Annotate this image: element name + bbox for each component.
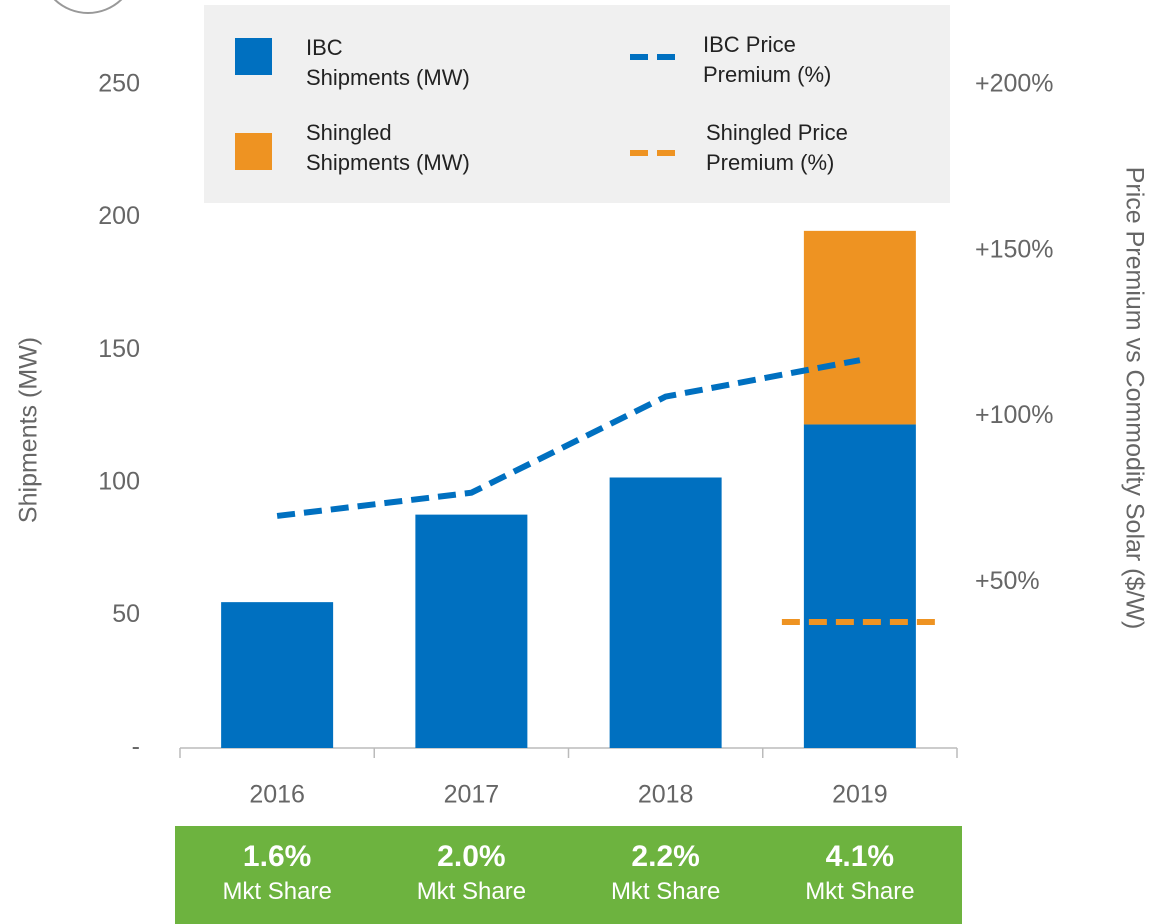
market-share-caption: Mkt Share	[416, 878, 527, 905]
y-tick-label: 250	[98, 70, 140, 98]
market-share: 4.1% Mkt Share	[763, 838, 957, 908]
market-share: 2.0% Mkt Share	[374, 838, 568, 908]
y-tick-label: 200	[98, 202, 140, 230]
y-tick-label: 100	[98, 467, 140, 495]
market-share-box	[175, 826, 962, 924]
market-share-value: 2.2%	[631, 840, 700, 873]
market-share-caption: Mkt Share	[610, 878, 721, 905]
market-share: 1.6% Mkt Share	[180, 838, 374, 908]
market-share: 2.2% Mkt Share	[569, 838, 763, 908]
legend-label: Shingled Price Premium (%)	[706, 120, 848, 175]
y2-tick-label: +100%	[975, 401, 1054, 429]
x-tick-label: 2016	[249, 781, 305, 809]
bar	[221, 602, 334, 748]
y-tick-label: 50	[112, 600, 140, 628]
y2-tick-label: +150%	[975, 235, 1054, 263]
legend-box	[204, 5, 950, 203]
bar	[609, 477, 722, 748]
legend-label: IBC Shipments (MW)	[306, 35, 470, 90]
legend-label: Shingled Shipments (MW)	[306, 120, 470, 175]
market-share-value: 1.6%	[242, 840, 312, 873]
y-tick-label: 150	[98, 335, 140, 363]
y2-tick-label: +200%	[975, 70, 1054, 98]
market-share-value: 4.1%	[825, 840, 895, 873]
y2-axis-label: Price Premium vs Commodity Solar ($/W)	[1120, 167, 1148, 630]
x-tick-label: 2019	[832, 781, 888, 809]
market-share-caption: Mkt Share	[222, 878, 332, 905]
y-tick-label: -	[132, 733, 140, 761]
bar	[415, 514, 528, 748]
legend-label: IBC Price Premium (%)	[703, 32, 832, 87]
y2-tick-label: +50%	[975, 567, 1040, 595]
legend-swatch	[235, 133, 272, 170]
bar	[803, 424, 916, 748]
x-tick-label: 2017	[444, 781, 500, 809]
market-share-value: 2.0%	[437, 840, 506, 873]
bar	[803, 230, 916, 425]
x-tick-label: 2018	[638, 781, 694, 809]
line	[276, 357, 861, 519]
badge-circle	[53, 0, 123, 14]
market-share-caption: Mkt Share	[805, 878, 915, 905]
legend-swatch	[235, 38, 272, 75]
y-axis-label: Shipments (MW)	[15, 337, 43, 523]
